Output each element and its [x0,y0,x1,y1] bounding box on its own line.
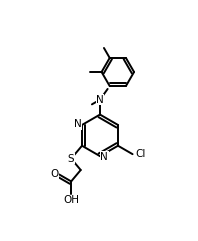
Text: N: N [74,119,82,129]
Text: N: N [96,95,104,105]
Text: Cl: Cl [136,149,146,159]
Text: N: N [100,152,108,162]
Text: O: O [50,169,58,180]
Text: S: S [68,154,74,164]
Text: OH: OH [64,195,80,205]
